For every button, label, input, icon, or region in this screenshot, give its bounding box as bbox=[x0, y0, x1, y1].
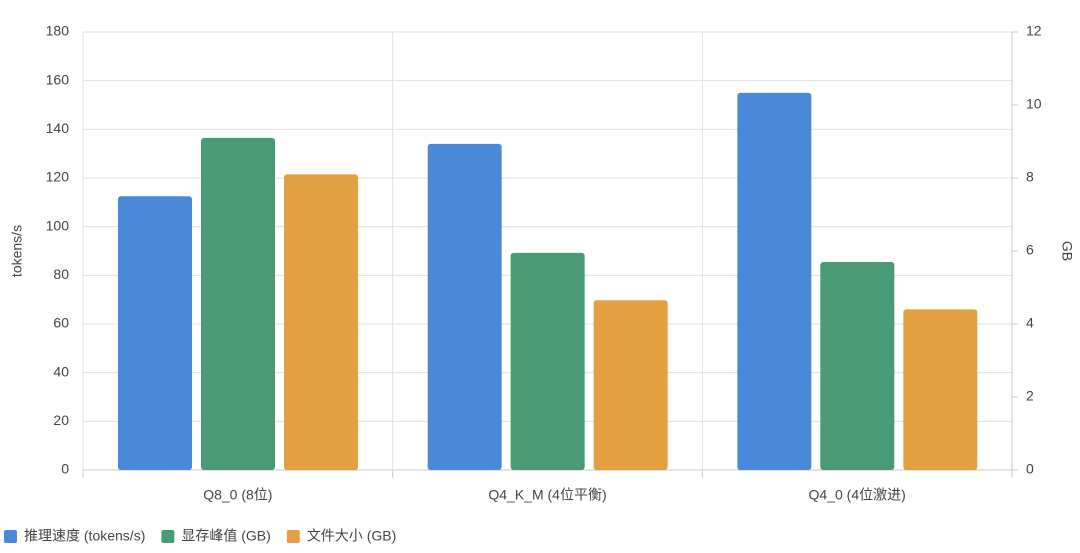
y-axis-label: tokens/s bbox=[9, 225, 25, 277]
y2-tick-label: 12 bbox=[1026, 23, 1042, 39]
legend-label: 文件大小 (GB) bbox=[307, 528, 396, 544]
y2-tick-label: 10 bbox=[1026, 96, 1042, 112]
y2-tick-label: 8 bbox=[1026, 169, 1034, 185]
y-tick-label: 160 bbox=[46, 71, 70, 87]
legend-swatch bbox=[4, 530, 17, 543]
legend-label: 显存峰值 (GB) bbox=[181, 528, 270, 544]
y-tick-label: 60 bbox=[53, 315, 69, 331]
bar bbox=[427, 143, 502, 470]
y2-tick-label: 2 bbox=[1026, 388, 1034, 404]
x-tick-label: Q8_0 (8位) bbox=[203, 487, 272, 503]
bar bbox=[510, 252, 585, 470]
bar bbox=[118, 196, 192, 470]
y2-tick-label: 6 bbox=[1026, 242, 1034, 258]
bar bbox=[201, 137, 275, 470]
y-tick-label: 0 bbox=[61, 461, 69, 477]
y2-tick-label: 0 bbox=[1026, 461, 1034, 477]
y2-axis-label: GB bbox=[1059, 241, 1075, 261]
y-tick-label: 40 bbox=[53, 363, 69, 379]
bar bbox=[903, 309, 978, 470]
bar bbox=[593, 300, 668, 470]
y-tick-label: 100 bbox=[46, 217, 70, 233]
x-tick-label: Q4_K_M (4位平衡) bbox=[488, 487, 606, 503]
legend-label: 推理速度 (tokens/s) bbox=[24, 528, 145, 544]
x-tick-label: Q4_0 (4位激进) bbox=[809, 487, 906, 503]
y-tick-label: 80 bbox=[53, 266, 69, 282]
y-tick-label: 20 bbox=[53, 412, 69, 428]
bar bbox=[284, 174, 358, 470]
y2-tick-label: 4 bbox=[1026, 315, 1034, 331]
bar bbox=[820, 261, 895, 470]
legend-swatch bbox=[286, 530, 300, 543]
y-tick-label: 120 bbox=[46, 169, 70, 185]
legend-swatch bbox=[161, 530, 175, 543]
y-tick-label: 180 bbox=[46, 23, 70, 39]
y-tick-label: 140 bbox=[46, 120, 70, 136]
bar bbox=[737, 92, 812, 470]
